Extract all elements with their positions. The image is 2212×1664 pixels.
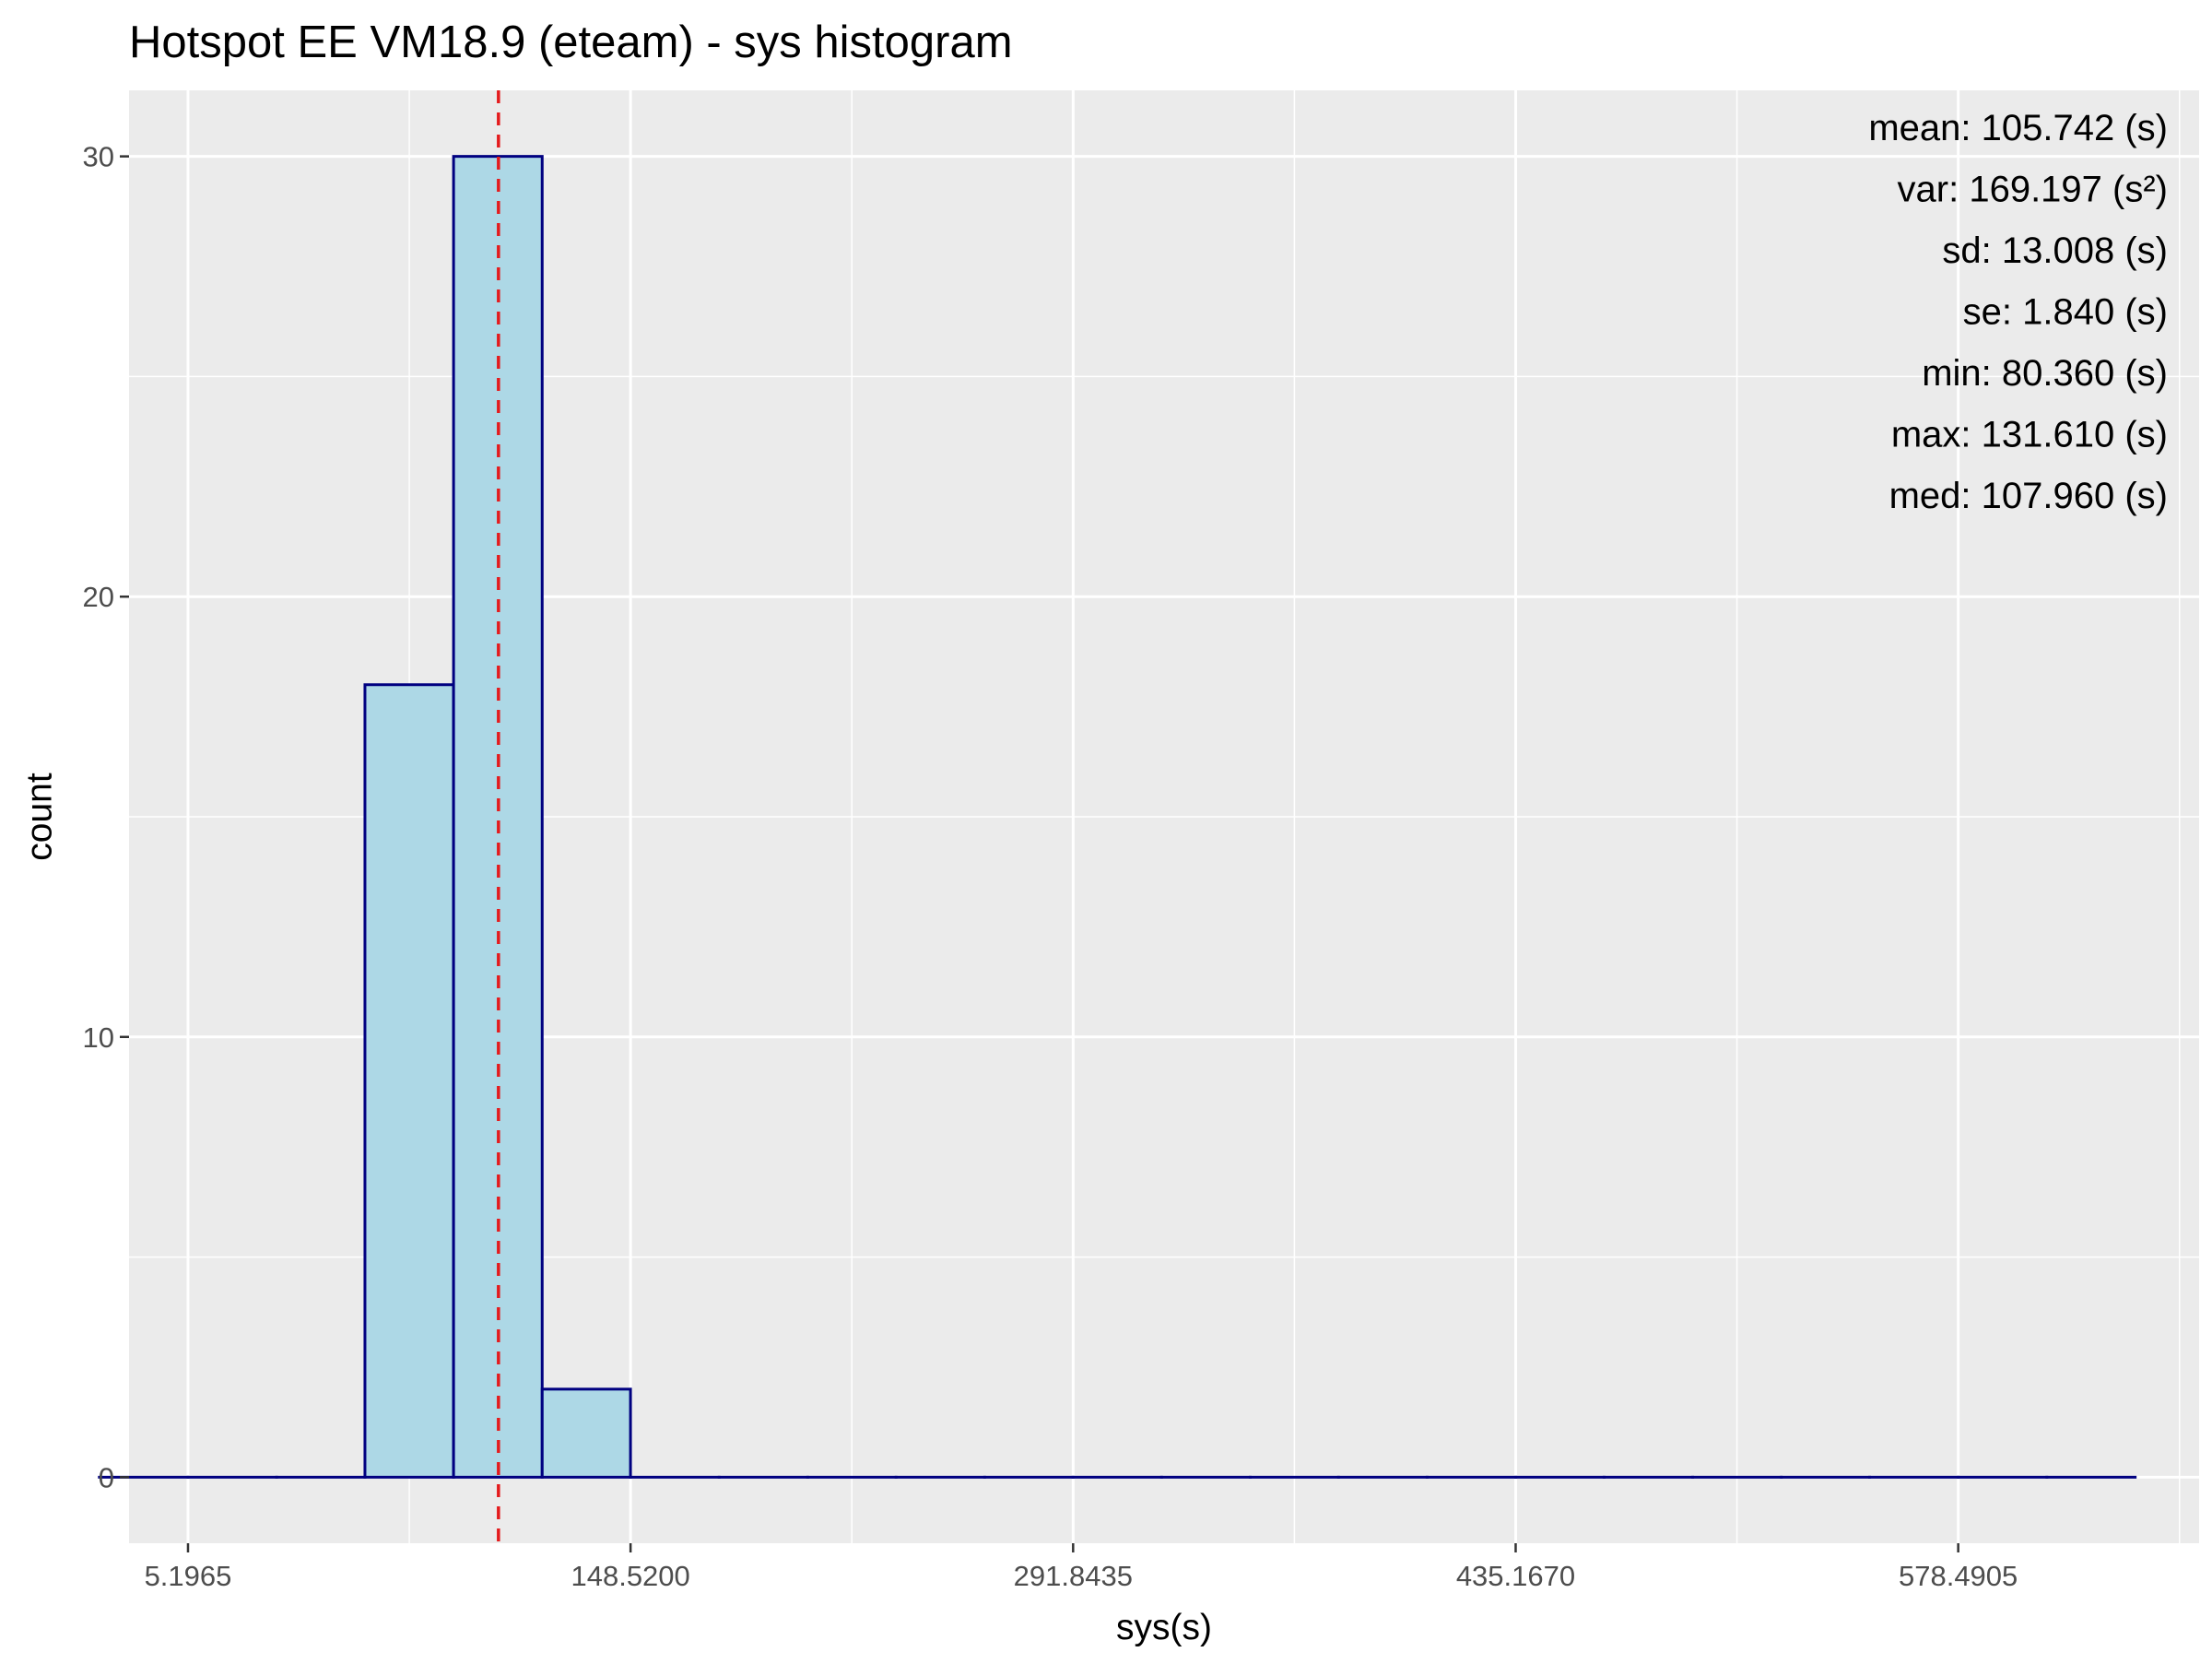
y-tick-label: 30 bbox=[83, 141, 114, 173]
y-tick-label: 0 bbox=[99, 1461, 114, 1493]
stat-line: var: 169.197 (s²) bbox=[1898, 170, 2168, 210]
x-tick-label: 435.1670 bbox=[1456, 1560, 1575, 1592]
stat-line: mean: 105.742 (s) bbox=[1868, 108, 2168, 148]
stat-line: min: 80.360 (s) bbox=[1922, 353, 2168, 394]
y-tick-label: 10 bbox=[83, 1021, 114, 1054]
x-axis-title: sys(s) bbox=[1116, 1608, 1212, 1647]
chart-title: Hotspot EE VM18.9 (eteam) - sys histogra… bbox=[129, 18, 1013, 67]
stat-line: max: 131.610 (s) bbox=[1891, 415, 2168, 455]
x-tick-label: 291.8435 bbox=[1014, 1560, 1133, 1592]
x-tick-label: 148.5200 bbox=[571, 1560, 689, 1592]
histogram-bar bbox=[453, 157, 542, 1478]
stat-line: sd: 13.008 (s) bbox=[1942, 230, 2168, 271]
stat-line: se: 1.840 (s) bbox=[1963, 292, 2168, 333]
x-tick-label: 5.1965 bbox=[145, 1560, 232, 1592]
stat-line: med: 107.960 (s) bbox=[1889, 476, 2168, 516]
y-axis-title: count bbox=[20, 773, 60, 861]
y-tick-label: 20 bbox=[83, 581, 114, 613]
histogram-bar bbox=[365, 685, 453, 1478]
x-tick-label: 578.4905 bbox=[1899, 1560, 2018, 1592]
histogram-bar bbox=[542, 1389, 630, 1478]
